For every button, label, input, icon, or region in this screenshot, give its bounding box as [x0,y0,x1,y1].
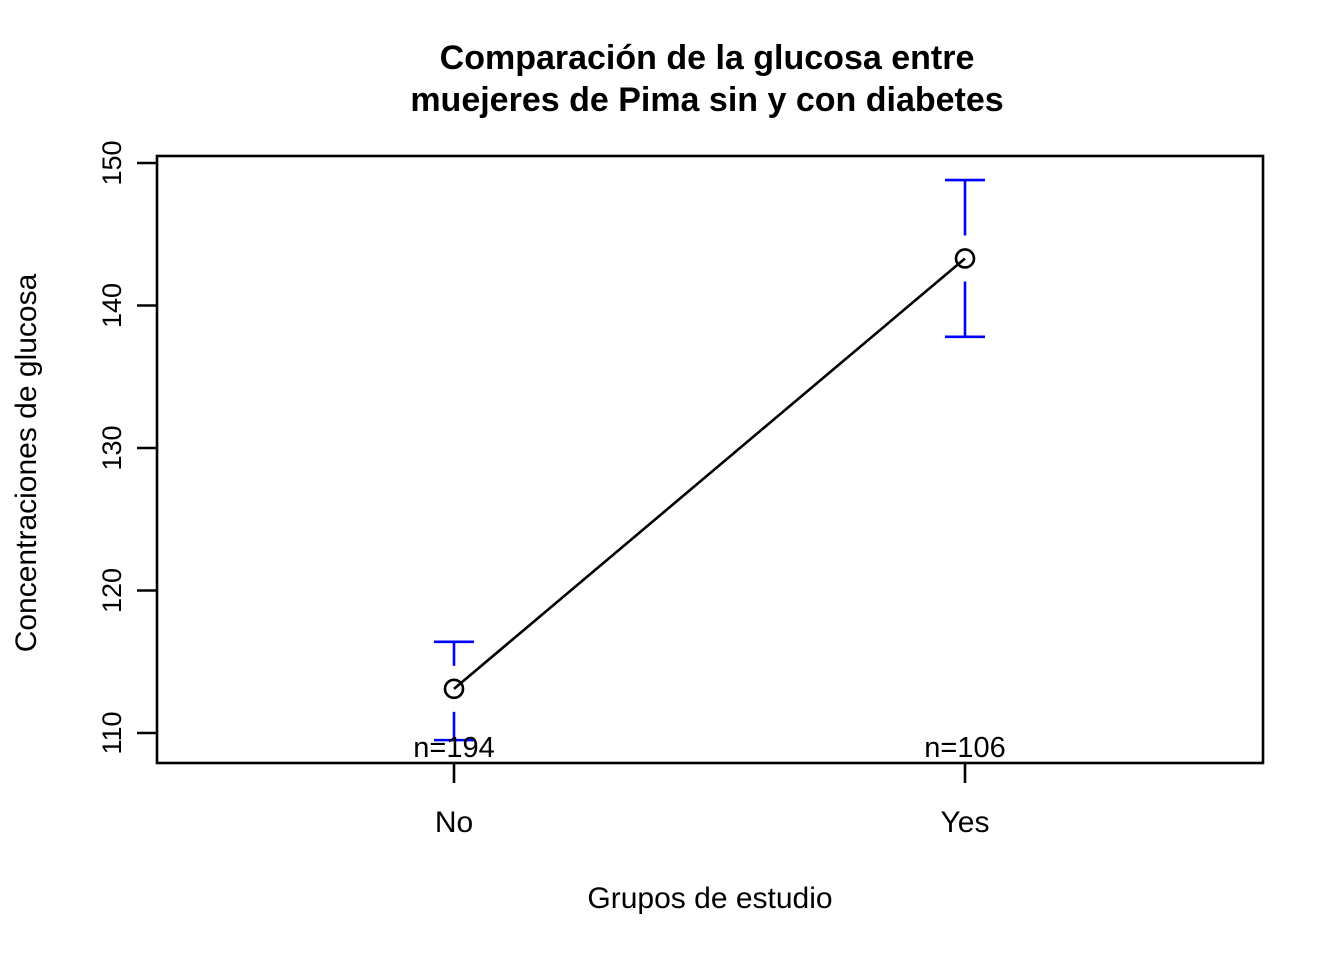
x-axis-label: Grupos de estudio [587,882,833,915]
n-count-label: n=194 [413,732,494,764]
data-point-marker [954,248,976,269]
y-tick-label: 150 [97,140,127,185]
y-tick-label: 140 [97,283,127,328]
x-category-label: No [435,806,473,839]
chart-title-line2: muejeres de Pima sin y con diabetes [410,81,1004,119]
chart-title-line1: Comparación de la glucosa entre [439,39,975,77]
data-point-marker [443,678,465,700]
series-line [453,257,966,690]
chart-title: Comparación de la glucosa entre muejeres… [410,37,1003,121]
y-tick-label: 110 [97,711,127,754]
plot-frame [155,154,1265,765]
n-count-label: n=106 [924,732,1005,764]
y-tick-label: 130 [97,425,127,470]
x-category-label: Yes [941,806,990,839]
y-tick-label: 120 [97,568,127,613]
